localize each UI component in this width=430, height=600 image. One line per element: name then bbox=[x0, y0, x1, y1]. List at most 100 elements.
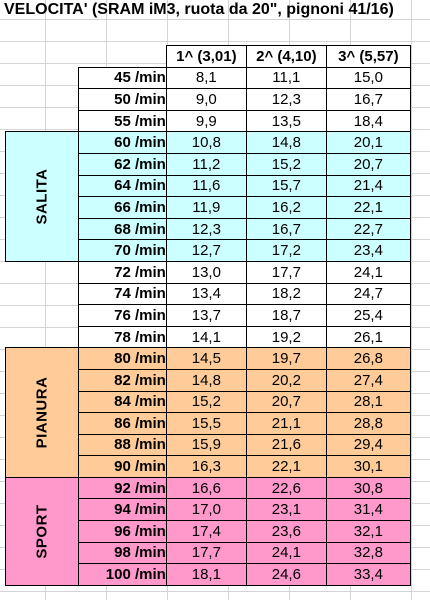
cadence-value: 94 bbox=[114, 501, 131, 519]
header-row: 1^ (3,01) 2^ (4,10) 3^ (5,57) bbox=[6, 45, 411, 68]
speed-value-gear-3: 24,1 bbox=[325, 260, 411, 284]
cadence-value: 96 bbox=[114, 522, 131, 540]
speed-value-gear-2: 16,7 bbox=[245, 217, 327, 241]
cadence-value: 45 bbox=[114, 69, 131, 87]
cadence-cell: 100 /min bbox=[77, 563, 167, 586]
cadence-value: 84 bbox=[114, 393, 131, 411]
speed-value-gear-3: 28,8 bbox=[325, 412, 411, 435]
table-row: 78 /min 14,1 19,2 26,1 bbox=[6, 325, 411, 349]
speed-value-gear-1: 18,1 bbox=[165, 563, 247, 586]
table-row: 86 /min 15,5 21,1 28,8 bbox=[6, 412, 411, 435]
speed-value-gear-3: 23,4 bbox=[325, 239, 411, 262]
table-body: 45 /min 8,1 11,1 15,0 50 /min 9,0 12,3 16,7 55 /… bbox=[5, 66, 411, 586]
table-row: 66 /min 11,9 16,2 22,1 bbox=[6, 196, 411, 219]
speed-value-gear-3: 29,4 bbox=[325, 433, 411, 457]
cadence-cell: 45 /min bbox=[77, 66, 167, 90]
speed-value-gear-2: 21,1 bbox=[245, 412, 327, 435]
speed-value-gear-2: 17,2 bbox=[245, 239, 327, 262]
cadence-cell: 74 /min bbox=[77, 282, 167, 306]
cadence-unit: /min bbox=[135, 436, 166, 454]
speed-value-gear-1: 13,0 bbox=[165, 260, 247, 284]
speed-value-gear-2: 21,6 bbox=[245, 433, 327, 457]
speed-value-gear-3: 21,4 bbox=[325, 174, 411, 198]
table-row: 50 /min 9,0 12,3 16,7 bbox=[6, 88, 411, 111]
speed-value-gear-2: 11,1 bbox=[245, 66, 327, 90]
speed-value-gear-1: 15,2 bbox=[165, 390, 247, 414]
cadence-unit: /min bbox=[135, 371, 166, 389]
table-row: 76 /min 13,7 18,7 25,4 bbox=[6, 304, 411, 327]
table-row: 45 /min 8,1 11,1 15,0 bbox=[6, 66, 411, 90]
speed-value-gear-1: 17,4 bbox=[165, 520, 247, 543]
empty-cell bbox=[6, 283, 79, 305]
cadence-unit: /min bbox=[135, 350, 166, 368]
cadence-cell: 60 /min bbox=[77, 131, 167, 154]
cadence-value: 62 bbox=[114, 155, 131, 173]
speed-value-gear-3: 33,4 bbox=[325, 563, 411, 586]
speed-value-gear-1: 11,6 bbox=[165, 174, 247, 198]
cadence-unit: /min bbox=[135, 90, 166, 108]
cadence-unit: /min bbox=[135, 458, 166, 476]
zone-label-pianura: PIANURA bbox=[5, 347, 79, 478]
cadence-value: 64 bbox=[114, 177, 131, 195]
speed-value-gear-1: 11,2 bbox=[165, 152, 247, 176]
table-row: 84 /min 15,2 20,7 28,1 bbox=[6, 390, 411, 414]
cadence-value: 98 bbox=[114, 544, 131, 562]
empty-cell bbox=[6, 305, 79, 327]
speed-value-gear-3: 28,1 bbox=[325, 390, 411, 414]
table-row: SALITA 60 /min 10,8 14,8 20,1 bbox=[5, 131, 411, 262]
speed-value-gear-2: 23,6 bbox=[245, 520, 327, 543]
cadence-cell: 84 /min bbox=[77, 390, 167, 414]
speed-value-gear-2: 20,7 bbox=[245, 390, 327, 414]
cadence-value: 86 bbox=[114, 414, 131, 432]
table-row: 70 /min 12,7 17,2 23,4 bbox=[6, 239, 411, 262]
cadence-cell: 76 /min bbox=[77, 304, 167, 327]
cadence-cell: 70 /min bbox=[77, 239, 167, 262]
cadence-value: 82 bbox=[114, 371, 131, 389]
cadence-cell: 88 /min bbox=[77, 433, 167, 457]
cadence-cell: 90 /min bbox=[77, 455, 167, 478]
table-row: PIANURA 80 /min 14,5 19,7 26,8 bbox=[5, 347, 411, 478]
cadence-cell: 96 /min bbox=[77, 520, 167, 543]
cadence-cell: 82 /min bbox=[77, 368, 167, 392]
cadence-cell: 92 /min bbox=[77, 476, 167, 500]
speed-value-gear-2: 17,7 bbox=[245, 260, 327, 284]
cadence-value: 100 bbox=[105, 566, 131, 584]
cadence-unit: /min bbox=[135, 285, 166, 303]
speed-value-gear-2: 20,2 bbox=[245, 368, 327, 392]
corner-cell bbox=[6, 46, 79, 68]
cadence-cell: 64 /min bbox=[77, 174, 167, 198]
speed-value-gear-1: 13,4 bbox=[165, 282, 247, 306]
cadence-unit: /min bbox=[135, 306, 166, 324]
cadence-cell: 66 /min bbox=[77, 196, 167, 219]
table-row: 62 /min 11,2 15,2 20,7 bbox=[6, 152, 411, 176]
cadence-unit: /min bbox=[135, 155, 166, 173]
cadence-unit: /min bbox=[135, 242, 166, 260]
speed-value-gear-3: 26,8 bbox=[325, 347, 411, 370]
cadence-unit: /min bbox=[135, 198, 166, 216]
cadence-unit: /min bbox=[135, 501, 166, 519]
speed-value-gear-3: 26,1 bbox=[325, 325, 411, 349]
cadence-unit: /min bbox=[135, 479, 166, 497]
table-row: 90 /min 16,3 22,1 30,1 bbox=[6, 455, 411, 478]
cadence-cell: 86 /min bbox=[77, 412, 167, 435]
zone-label-sport: SPORT bbox=[5, 476, 79, 586]
speed-table: 1^ (3,01) 2^ (4,10) 3^ (5,57) 45 /min 8,1… bbox=[5, 45, 411, 586]
speed-value-gear-1: 13,7 bbox=[165, 304, 247, 327]
zone-label-text: SALITA bbox=[33, 168, 51, 225]
speed-value-gear-2: 22,1 bbox=[245, 455, 327, 478]
empty-cell bbox=[6, 326, 79, 348]
speed-value-gear-2: 24,6 bbox=[245, 563, 327, 586]
speed-value-gear-3: 32,1 bbox=[325, 520, 411, 543]
speed-value-gear-2: 13,5 bbox=[245, 109, 327, 133]
speed-value-gear-2: 15,7 bbox=[245, 174, 327, 198]
cadence-value: 80 bbox=[114, 350, 131, 368]
gear-header-3: 3^ (5,57) bbox=[325, 45, 411, 68]
speed-value-gear-3: 25,4 bbox=[325, 304, 411, 327]
cadence-value: 88 bbox=[114, 436, 131, 454]
speed-value-gear-3: 32,8 bbox=[325, 541, 411, 565]
speed-value-gear-1: 16,6 bbox=[165, 476, 247, 500]
speed-value-gear-1: 14,5 bbox=[165, 347, 247, 370]
speed-value-gear-3: 20,7 bbox=[325, 152, 411, 176]
speed-value-gear-2: 18,7 bbox=[245, 304, 327, 327]
speed-value-gear-3: 30,8 bbox=[325, 476, 411, 500]
